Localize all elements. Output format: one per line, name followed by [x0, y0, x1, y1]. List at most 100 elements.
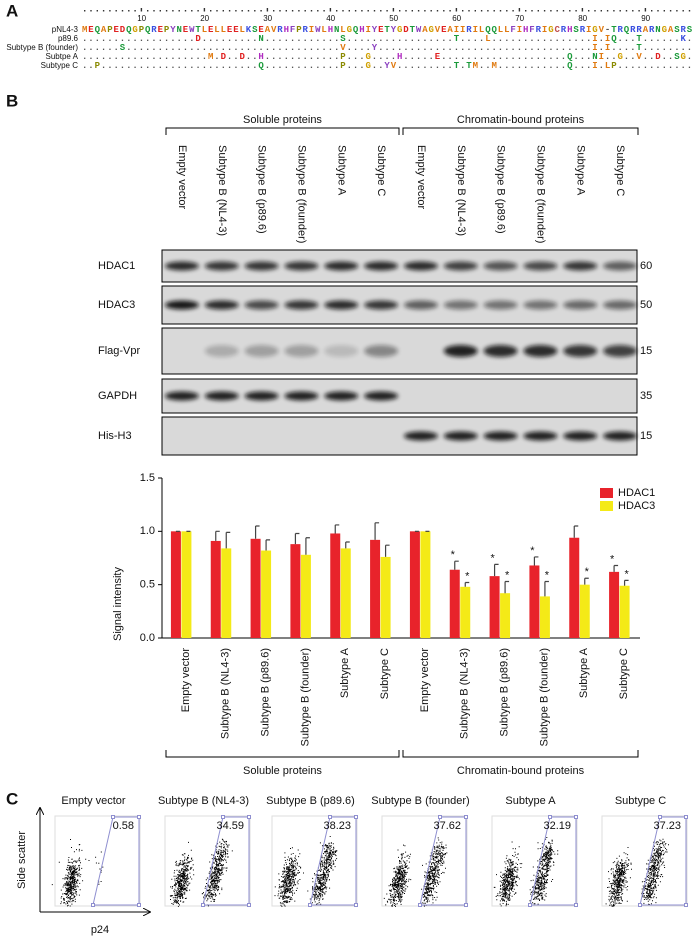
- bar: [619, 585, 630, 638]
- ruler-dot: [90, 10, 92, 12]
- ruler-dot: [613, 10, 615, 12]
- ruler-dot: [537, 10, 539, 12]
- x-tick-label: Subtype A: [339, 647, 351, 698]
- lane-label: Subtype C: [375, 145, 387, 196]
- mw-label: 60: [640, 260, 652, 272]
- band: [204, 391, 239, 401]
- ruler-dot: [512, 10, 514, 12]
- bar: [210, 540, 221, 638]
- ruler-dot: [273, 10, 275, 12]
- panel-label: A: [6, 1, 18, 20]
- gate-handle: [137, 815, 141, 819]
- ruler-number: 80: [578, 14, 587, 23]
- gate-handle: [247, 903, 251, 907]
- lane-label: Subtype C: [614, 145, 626, 196]
- band: [364, 345, 399, 357]
- ruler-dot: [285, 10, 287, 12]
- x-tick-label: Subtype B (p89.6): [259, 648, 271, 737]
- lane-label: Empty vector: [176, 145, 188, 210]
- ruler-dot: [147, 10, 149, 12]
- protein-label: Flag-Vpr: [98, 345, 141, 357]
- flow-x-label: p24: [91, 924, 109, 936]
- sequence-name: Subtpe A: [46, 52, 79, 61]
- sample-title: Subtype A: [505, 795, 556, 807]
- bar: [380, 556, 391, 638]
- ruler-dot: [216, 10, 218, 12]
- gate-handle: [328, 815, 332, 819]
- band: [443, 300, 478, 310]
- ruler-dot: [644, 8, 647, 12]
- ruler-dot: [342, 10, 344, 12]
- ruler-dot: [197, 10, 199, 12]
- ruler-dot: [178, 10, 180, 12]
- x-tick-label: Subtype B (founder): [538, 648, 550, 746]
- group-label: Chromatin-bound proteins: [457, 765, 585, 777]
- gate-handle: [574, 903, 578, 907]
- ruler-number: 20: [200, 14, 209, 23]
- band: [284, 345, 319, 357]
- band: [164, 261, 199, 271]
- ruler-dot: [430, 10, 432, 12]
- ruler-dot: [228, 10, 231, 12]
- event-cloud: [51, 839, 104, 907]
- band: [563, 345, 598, 357]
- significance-mark: *: [530, 545, 535, 557]
- event-cloud: [605, 838, 669, 907]
- ruler-dot: [304, 10, 306, 12]
- gate-handle: [354, 815, 358, 819]
- ruler-dot: [354, 10, 357, 12]
- sequence: ......S.................................…: [82, 43, 692, 53]
- gate-handle: [638, 903, 642, 907]
- lane-label: Subtype B (NL4-3): [455, 145, 467, 236]
- ruler-dot: [336, 10, 338, 12]
- bar: [449, 569, 460, 638]
- gate-handle: [111, 815, 115, 819]
- y-tick-label: 1.0: [140, 525, 155, 537]
- band: [403, 431, 438, 441]
- band: [324, 261, 359, 271]
- band: [284, 300, 319, 310]
- bar: [261, 550, 272, 638]
- ruler-dot: [386, 10, 388, 12]
- bar: [330, 533, 341, 638]
- error-bar: [584, 577, 589, 585]
- band: [284, 391, 319, 401]
- ruler-dot: [600, 10, 602, 12]
- band: [563, 261, 598, 271]
- lane-label: Subtype B (NL4-3): [216, 145, 228, 236]
- blot: [161, 378, 638, 414]
- band: [244, 261, 279, 271]
- ruler-dot: [556, 10, 558, 12]
- band: [364, 391, 399, 401]
- ruler-dot: [462, 10, 464, 12]
- gate-percent: 38.23: [323, 820, 351, 832]
- bracket: [165, 750, 400, 758]
- band: [483, 300, 518, 310]
- gate-handle: [438, 815, 442, 819]
- ruler-dot: [210, 10, 212, 12]
- ruler-dot: [266, 8, 269, 12]
- bar: [420, 531, 431, 638]
- band: [324, 345, 359, 357]
- gate-handle: [548, 815, 552, 819]
- band: [284, 261, 319, 271]
- ruler-number: 50: [389, 14, 398, 23]
- ruler-dot: [651, 10, 653, 12]
- ruler-dot: [203, 8, 206, 12]
- gate-handle: [137, 903, 141, 907]
- ruler-dot: [525, 10, 527, 12]
- significance-mark: *: [490, 552, 495, 564]
- error-bar: [544, 580, 549, 597]
- ruler-dot: [115, 10, 117, 12]
- mw-label: 35: [640, 390, 652, 402]
- y-axis-label: Signal intensity: [112, 567, 124, 641]
- ruler-dot: [499, 10, 502, 12]
- ruler-dot: [298, 10, 300, 12]
- ruler-dot: [676, 10, 678, 12]
- ruler-dot: [493, 10, 495, 12]
- bar: [221, 548, 232, 638]
- lane-label: Subtype B (p89.6): [256, 145, 268, 234]
- mw-label: 15: [640, 345, 652, 357]
- error-bar: [464, 581, 470, 587]
- ruler-dot: [134, 10, 136, 12]
